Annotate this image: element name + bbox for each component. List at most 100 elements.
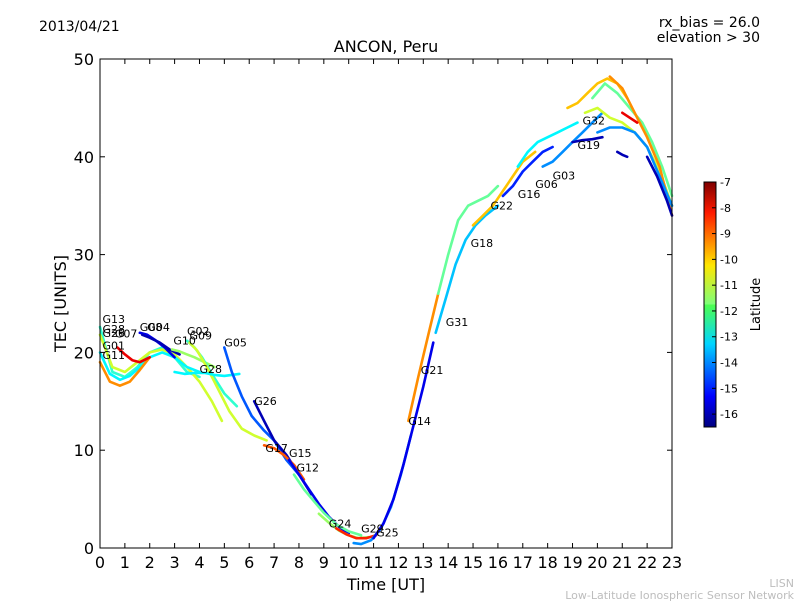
satellite-label: G19 — [578, 139, 601, 152]
x-tick-label: 0 — [95, 553, 105, 572]
series-line-G29 — [334, 527, 378, 540]
chart-title: ANCON, Peru — [334, 37, 438, 56]
x-tick-label: 22 — [637, 553, 657, 572]
satellite-label: G24 — [329, 518, 352, 531]
colorbar — [703, 181, 717, 428]
series-line-G22 — [471, 150, 537, 227]
satellite-label: G03 — [553, 169, 576, 182]
satellite-label: G08 — [140, 321, 163, 334]
network-short-label: LISN — [769, 577, 794, 590]
series-line-G09 — [188, 341, 268, 442]
satellite-label: G13 — [103, 313, 126, 326]
colorbar-tick-label: -16 — [720, 408, 738, 421]
satellite-label: G26 — [103, 327, 126, 340]
colorbar-tick-label: -8 — [720, 202, 731, 215]
x-tick-label: 3 — [170, 553, 180, 572]
y-tick-label: 50 — [74, 50, 94, 69]
satellite-label: G22 — [491, 200, 514, 213]
series-line-G14 — [372, 341, 435, 540]
satellite-label: G17 — [265, 442, 288, 455]
series-line-G19 — [571, 135, 604, 144]
series-line-unlabeled-35 — [645, 155, 674, 217]
satellite-label: G04 — [147, 321, 170, 334]
satellite-label: G18 — [471, 237, 494, 250]
x-tick-label: 18 — [537, 553, 557, 572]
plot-frame — [99, 58, 673, 549]
y-tick-label: 10 — [74, 441, 94, 460]
series-line-G06 — [516, 121, 579, 168]
satellite-label: G10 — [173, 335, 196, 348]
satellite-label: G01 — [103, 340, 126, 353]
network-long-label: Low-Latitude Ionospheric Sensor Network — [565, 589, 794, 602]
x-tick-label: 23 — [662, 553, 682, 572]
satellite-label: G31 — [446, 316, 469, 329]
satellite-label: G12 — [297, 462, 320, 475]
x-tick-label: 5 — [219, 553, 229, 572]
series-line-G07 — [116, 346, 151, 364]
series-line-unlabeled-33 — [620, 111, 639, 124]
colorbar-tick-label: -12 — [720, 305, 738, 318]
satellite-label: G06 — [535, 178, 558, 191]
series-line-G17 — [262, 443, 306, 481]
satellite-label: G15 — [289, 447, 312, 460]
x-axis-label: Time [UT] — [346, 575, 425, 594]
y-axis-label: TEC [UNITS] — [51, 255, 70, 353]
series-line-G28 — [98, 333, 224, 423]
rx-bias-label: rx_bias = 26.0 — [658, 15, 760, 31]
series-line-G21 — [407, 292, 440, 423]
satellite-label: G14 — [408, 415, 431, 428]
colorbar-label: Latitude — [749, 278, 764, 332]
satellite-label: G29 — [361, 522, 384, 535]
date-label: 2013/04/21 — [39, 19, 120, 35]
x-tick-label: 10 — [339, 553, 359, 572]
x-tick-label: 14 — [438, 553, 458, 572]
x-tick-label: 8 — [294, 553, 304, 572]
x-tick-label: 20 — [587, 553, 607, 572]
satellite-label: G21 — [421, 364, 444, 377]
x-tick-label: 15 — [463, 553, 483, 572]
series-line-G11 — [98, 355, 151, 388]
colorbar-tick-label: -11 — [720, 279, 738, 292]
satellite-label: G16 — [518, 188, 541, 201]
x-tick-label: 13 — [413, 553, 433, 572]
colorbar-tick-label: -14 — [720, 357, 738, 370]
satellite-label: G05 — [224, 337, 247, 350]
series-line-unlabeled-29 — [583, 106, 674, 207]
x-tick-label: 11 — [363, 553, 383, 572]
x-tick-label: 19 — [562, 553, 582, 572]
series-line-G04 — [141, 333, 181, 356]
colorbar-tick-label: -13 — [720, 331, 738, 344]
series-line-unlabeled-31 — [608, 75, 674, 217]
elevation-label: elevation > 30 — [656, 30, 760, 46]
y-tick-label: 30 — [74, 246, 94, 265]
colorbar-tick-label: -7 — [720, 176, 731, 189]
colorbar-tick-label: -15 — [720, 382, 738, 395]
x-tick-label: 16 — [488, 553, 508, 572]
y-tick-label: 0 — [84, 539, 94, 558]
x-tick-label: 21 — [612, 553, 632, 572]
x-tick-label: 1 — [120, 553, 130, 572]
satellite-label: G28 — [103, 323, 126, 336]
series-line-unlabeled-32 — [596, 126, 674, 207]
satellite-label: G07 — [115, 328, 138, 341]
x-tick-label: 17 — [513, 553, 533, 572]
satellite-label: G02 — [187, 325, 210, 338]
colorbar-tick-label: -10 — [720, 253, 738, 266]
y-tick-label: 20 — [74, 343, 94, 362]
satellite-label: G32 — [583, 115, 606, 128]
y-tick-label: 40 — [74, 148, 94, 167]
satellite-label: G11 — [103, 349, 126, 362]
series-line-G12 — [292, 473, 363, 537]
series-line-G18 — [436, 184, 500, 296]
satellite-label: G28 — [200, 363, 223, 376]
satellite-label: G26 — [254, 395, 277, 408]
x-tick-label: 2 — [145, 553, 155, 572]
satellite-label: G25 — [376, 526, 399, 539]
series-line-G28b — [173, 370, 241, 378]
x-tick-label: 9 — [319, 553, 329, 572]
series-line-unlabeled-34 — [615, 150, 629, 159]
x-tick-label: 6 — [244, 553, 254, 572]
x-tick-label: 12 — [388, 553, 408, 572]
colorbar-tick-label: -9 — [720, 228, 731, 241]
